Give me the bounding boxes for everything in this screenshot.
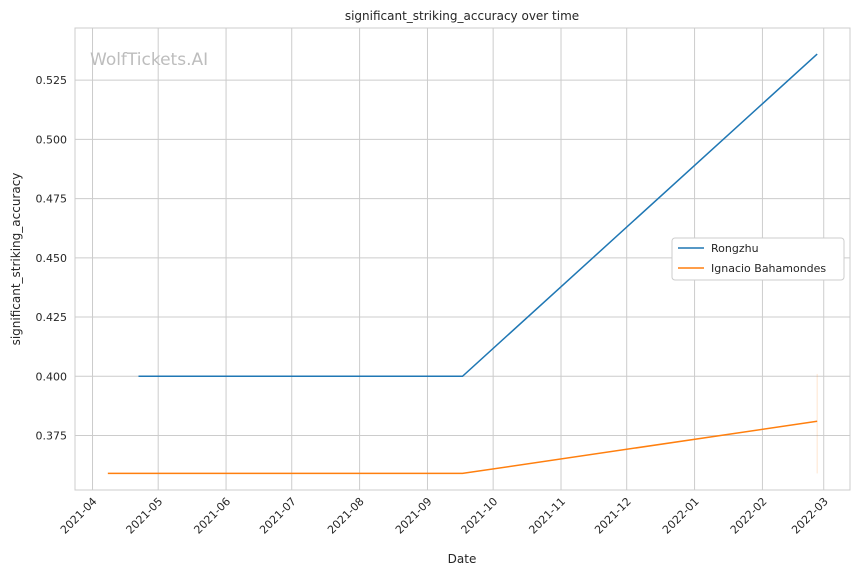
series-line-0 bbox=[138, 53, 818, 378]
x-tick-label: 2021-12 bbox=[592, 495, 634, 537]
y-tick-label: 0.375 bbox=[36, 430, 68, 443]
x-tick-label: 2021-07 bbox=[257, 495, 299, 537]
x-tick-label: 2022-03 bbox=[789, 495, 831, 537]
x-tick-label: 2021-06 bbox=[191, 495, 233, 537]
x-tick-label: 2021-10 bbox=[459, 495, 501, 537]
watermark: WolfTickets.AI bbox=[90, 50, 208, 70]
x-tick-label: 2021-11 bbox=[526, 495, 568, 537]
y-tick-label: 0.450 bbox=[36, 252, 68, 265]
x-axis-label: Date bbox=[448, 552, 477, 566]
legend-label: Rongzhu bbox=[711, 242, 759, 255]
x-tick-label: 2021-04 bbox=[58, 495, 100, 537]
y-tick-label: 0.400 bbox=[36, 370, 68, 383]
x-tick-label: 2021-09 bbox=[393, 495, 435, 537]
legend-label: Ignacio Bahamondes bbox=[711, 262, 826, 275]
legend: Rongzhu Ignacio Bahamondes bbox=[671, 237, 845, 281]
x-tick-label: 2021-05 bbox=[124, 495, 166, 537]
y-axis-label: significant_striking_accuracy bbox=[9, 173, 23, 346]
series-line-1 bbox=[107, 420, 818, 475]
y-tick-label: 0.475 bbox=[36, 193, 68, 206]
y-tick-label: 0.500 bbox=[36, 133, 68, 146]
chart-title: significant_striking_accuracy over time bbox=[345, 9, 579, 23]
x-tick-label: 2022-02 bbox=[728, 495, 770, 537]
y-tick-label: 0.425 bbox=[36, 311, 68, 324]
x-tick-label: 2022-01 bbox=[660, 495, 702, 537]
y-tick-label: 0.525 bbox=[36, 74, 68, 87]
x-tick-label: 2021-08 bbox=[325, 495, 367, 537]
